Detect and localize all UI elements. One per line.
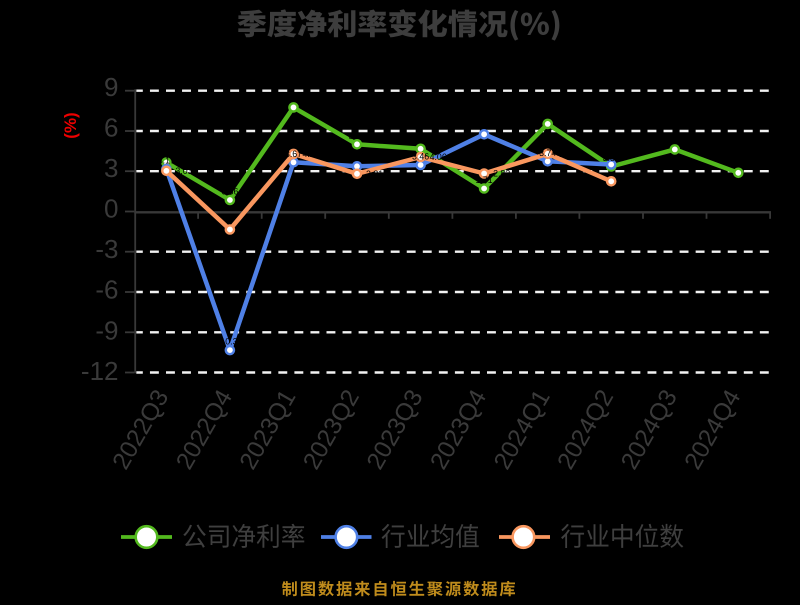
- svg-text:3.50: 3.50: [603, 151, 620, 161]
- svg-text:2.25: 2.25: [620, 176, 637, 186]
- svg-text:5.75: 5.75: [476, 121, 493, 131]
- svg-text:(%): (%): [61, 112, 80, 138]
- svg-text:-9: -9: [95, 315, 118, 345]
- svg-text:3.46: 3.46: [412, 152, 429, 162]
- svg-text:4.29: 4.29: [303, 149, 320, 159]
- svg-text:-6: -6: [95, 275, 118, 305]
- svg-text:3: 3: [104, 153, 118, 183]
- svg-text:5.01: 5.01: [348, 131, 365, 141]
- svg-text:6.53: 6.53: [539, 110, 556, 120]
- svg-text:3.03: 3.03: [175, 166, 192, 176]
- svg-text:4.63: 4.63: [666, 136, 683, 146]
- svg-text:3.17: 3.17: [158, 156, 175, 166]
- svg-text:-10.33: -10.33: [217, 337, 242, 347]
- svg-text:9: 9: [104, 72, 118, 102]
- svg-text:2.81: 2.81: [366, 169, 383, 179]
- svg-text:-3: -3: [95, 234, 118, 264]
- svg-text:2.88: 2.88: [730, 159, 747, 169]
- svg-text:3.37: 3.37: [348, 153, 365, 163]
- svg-text:-12: -12: [81, 356, 119, 386]
- svg-text:1.71: 1.71: [476, 175, 493, 185]
- svg-text:3.35: 3.35: [603, 153, 620, 163]
- svg-text:3.67: 3.67: [285, 149, 302, 159]
- svg-text:0: 0: [104, 194, 118, 224]
- svg-text:7.76: 7.76: [285, 94, 302, 104]
- svg-text:2.83: 2.83: [493, 169, 510, 179]
- svg-text:4.06: 4.06: [430, 152, 447, 162]
- svg-text:3.65: 3.65: [158, 149, 175, 159]
- svg-text:6: 6: [104, 112, 118, 142]
- svg-text:4.30: 4.30: [557, 149, 574, 159]
- svg-text:3.74: 3.74: [539, 148, 556, 158]
- svg-text:0.86: 0.86: [221, 187, 238, 197]
- svg-text:-1.34: -1.34: [239, 225, 259, 235]
- svg-text:4.67: 4.67: [412, 135, 429, 145]
